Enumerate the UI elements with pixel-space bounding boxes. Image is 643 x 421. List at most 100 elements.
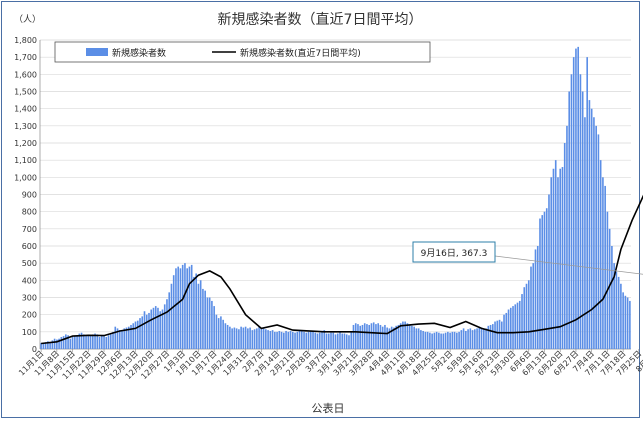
bar xyxy=(462,328,465,349)
bar xyxy=(141,316,144,349)
bar xyxy=(247,328,249,349)
y-tick-label: 1,500 xyxy=(14,88,37,97)
bar xyxy=(154,306,157,349)
bar xyxy=(503,314,505,349)
bar xyxy=(289,330,292,349)
bar xyxy=(613,263,615,349)
bar xyxy=(74,336,76,349)
bar xyxy=(103,336,105,349)
bar xyxy=(518,300,521,349)
bar xyxy=(620,283,622,349)
bar xyxy=(175,268,177,349)
y-tick-label: 100 xyxy=(22,328,37,337)
bar xyxy=(435,331,438,349)
bar xyxy=(231,328,233,349)
bar xyxy=(321,331,323,349)
bar xyxy=(593,117,595,349)
bar xyxy=(505,312,508,349)
bar xyxy=(188,266,191,349)
bar xyxy=(109,334,112,349)
bar xyxy=(305,332,308,349)
bar xyxy=(271,330,274,349)
bar xyxy=(197,283,200,349)
bar xyxy=(80,332,83,349)
bar xyxy=(96,334,99,349)
annotation-text: 9月16日, 367.3 xyxy=(421,248,488,259)
bar xyxy=(307,331,310,349)
bar xyxy=(471,330,474,349)
bar xyxy=(543,211,546,349)
bar xyxy=(78,333,81,349)
bar xyxy=(287,331,290,349)
bar xyxy=(361,324,364,349)
bar xyxy=(602,177,604,349)
y-tick-label: 1,000 xyxy=(14,173,37,182)
bar xyxy=(629,300,631,349)
bar xyxy=(276,331,278,349)
bar xyxy=(509,307,512,349)
bar xyxy=(588,100,591,349)
bar xyxy=(130,324,132,349)
bar xyxy=(487,325,490,349)
bar xyxy=(570,74,573,349)
bar xyxy=(350,331,353,349)
bar xyxy=(527,280,530,349)
bar xyxy=(105,336,108,349)
bar xyxy=(127,326,130,349)
bar xyxy=(426,331,429,349)
bar xyxy=(406,323,409,349)
bar xyxy=(424,331,427,349)
bar xyxy=(143,311,146,349)
legend: 新規感染者数 新規感染者数(直近7日間平均) xyxy=(54,41,431,63)
y-tick-label: 200 xyxy=(22,311,37,320)
bar xyxy=(87,336,90,349)
bar xyxy=(211,300,213,349)
bar xyxy=(330,332,332,349)
bar xyxy=(49,342,51,349)
bar xyxy=(404,321,406,349)
bar xyxy=(202,288,204,349)
bar xyxy=(325,333,328,349)
bar xyxy=(622,292,624,349)
bar xyxy=(554,160,557,349)
bar xyxy=(626,297,629,349)
bar xyxy=(500,321,503,349)
bar xyxy=(390,326,393,349)
bar xyxy=(314,332,317,349)
bar xyxy=(242,327,245,349)
bar xyxy=(521,294,523,349)
bar xyxy=(213,306,215,349)
bar xyxy=(157,307,159,349)
bar xyxy=(168,292,171,349)
bar xyxy=(262,328,265,349)
bar xyxy=(575,48,577,349)
bar xyxy=(343,333,346,349)
bar xyxy=(431,333,433,349)
bar xyxy=(420,330,422,349)
bar xyxy=(444,332,447,349)
bar xyxy=(467,329,469,349)
bar xyxy=(40,342,42,349)
bar xyxy=(624,295,627,349)
y-tick-label: 900 xyxy=(22,191,37,200)
bar xyxy=(379,324,382,349)
y-axis-unit: （人） xyxy=(14,14,41,25)
bar xyxy=(251,330,254,349)
bar xyxy=(536,246,539,349)
bar xyxy=(442,333,445,349)
bar xyxy=(152,307,155,349)
bar xyxy=(159,311,162,349)
bar xyxy=(559,168,562,349)
bar xyxy=(393,327,395,349)
bar xyxy=(478,326,481,349)
bar xyxy=(179,268,182,349)
bar xyxy=(294,332,296,349)
bar xyxy=(336,333,339,349)
bar xyxy=(253,329,256,349)
bar xyxy=(260,327,263,349)
bar xyxy=(132,323,135,349)
bar xyxy=(469,328,472,349)
bar xyxy=(458,331,460,349)
bar xyxy=(530,266,532,349)
